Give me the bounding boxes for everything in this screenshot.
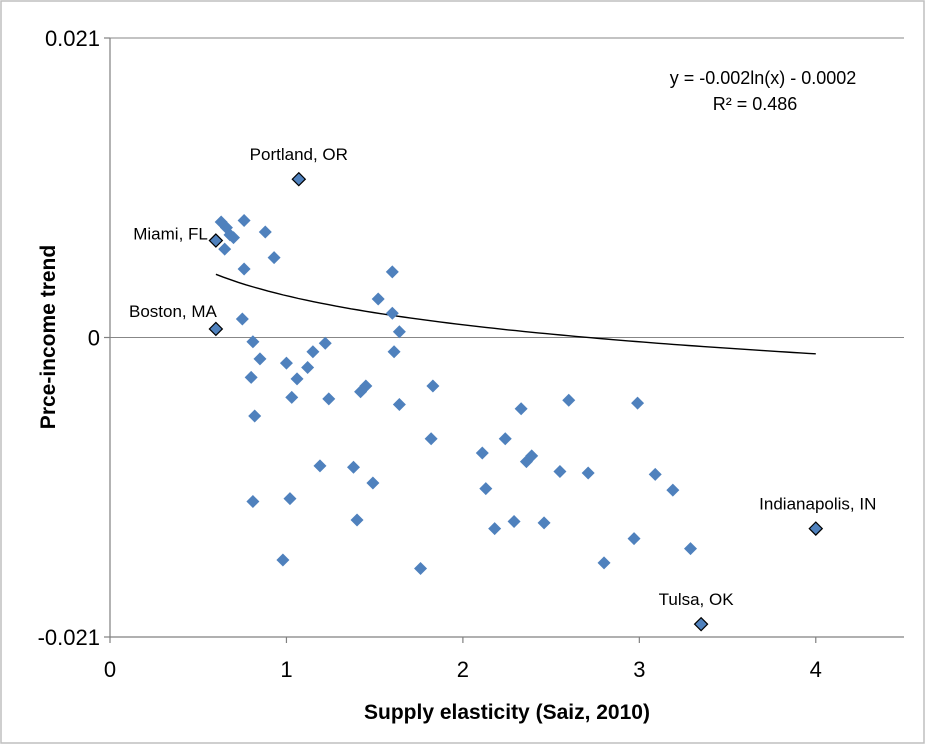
data-point <box>597 556 611 570</box>
x-axis-title: Supply elasticity (Saiz, 2010) <box>364 701 650 724</box>
data-point <box>648 467 662 481</box>
data-point <box>498 432 512 446</box>
data-point <box>237 262 251 276</box>
data-point <box>346 460 360 474</box>
data-point <box>359 379 373 393</box>
labeled-data-point <box>291 171 307 187</box>
data-point <box>285 390 299 404</box>
data-point <box>537 516 551 530</box>
data-point <box>246 335 260 349</box>
y-axis-title: Prce-income trend <box>37 245 60 429</box>
data-point <box>258 225 272 239</box>
data-point <box>306 345 320 359</box>
data-point <box>553 465 567 479</box>
data-point <box>385 306 399 320</box>
data-point <box>475 446 489 460</box>
y-tick-label: 0 <box>88 326 100 351</box>
x-tick-label: 3 <box>633 657 645 682</box>
data-point <box>318 336 332 350</box>
data-point <box>488 522 502 536</box>
point-label: Boston, MA <box>129 302 218 321</box>
x-tick-label: 2 <box>457 657 469 682</box>
labeled-points: Portland, OR Miami, FL Boston, MA Indianapo… <box>129 145 876 632</box>
data-point <box>581 466 595 480</box>
data-point <box>366 476 380 490</box>
data-point <box>283 492 297 506</box>
data-point <box>276 553 290 567</box>
data-point <box>684 542 698 556</box>
y-tick-label: -0.021 <box>38 625 100 650</box>
data-point <box>424 432 438 446</box>
data-point <box>227 231 241 245</box>
data-point <box>350 513 364 527</box>
data-point <box>279 356 293 370</box>
data-point <box>631 396 645 410</box>
data-point <box>237 214 251 228</box>
data-point <box>248 409 262 423</box>
data-point <box>387 345 401 359</box>
point-label: Tulsa, OK <box>659 590 735 609</box>
data-point <box>235 312 249 326</box>
trendline <box>215 273 816 355</box>
labeled-data-point <box>208 233 224 248</box>
labeled-data-point <box>693 616 709 632</box>
point-label: Indianapolis, IN <box>759 495 876 514</box>
trendline-r-squared: R² = 0.486 <box>713 94 798 114</box>
labeled-data-point <box>208 321 224 337</box>
data-point <box>479 482 493 496</box>
y-tick-label: 0.021 <box>45 26 100 51</box>
labeled-data-point <box>808 521 824 536</box>
data-point <box>218 242 232 256</box>
data-point <box>514 402 528 416</box>
data-point <box>392 325 406 339</box>
trendline-equation: y = -0.002ln(x) - 0.0002 <box>670 68 857 88</box>
data-point <box>507 514 521 528</box>
data-point <box>414 562 428 576</box>
data-point <box>244 370 258 384</box>
data-point <box>562 393 576 407</box>
data-point <box>290 372 304 386</box>
data-point <box>301 360 315 374</box>
x-tick-label: 1 <box>280 657 292 682</box>
data-points <box>214 214 698 576</box>
data-point <box>267 251 281 265</box>
data-point <box>666 483 680 497</box>
data-point <box>392 398 406 412</box>
point-label: Portland, OR <box>250 145 348 164</box>
point-label: Miami, FL <box>133 225 208 244</box>
data-point <box>371 292 385 306</box>
data-point <box>385 265 399 279</box>
data-point <box>322 392 336 406</box>
data-point <box>313 459 327 473</box>
data-point <box>253 352 267 366</box>
x-tick-label: 0 <box>104 657 116 682</box>
data-point <box>627 532 641 546</box>
data-point <box>525 449 539 463</box>
data-point <box>246 495 260 509</box>
data-point <box>426 379 440 393</box>
x-tick-label: 4 <box>810 657 822 682</box>
